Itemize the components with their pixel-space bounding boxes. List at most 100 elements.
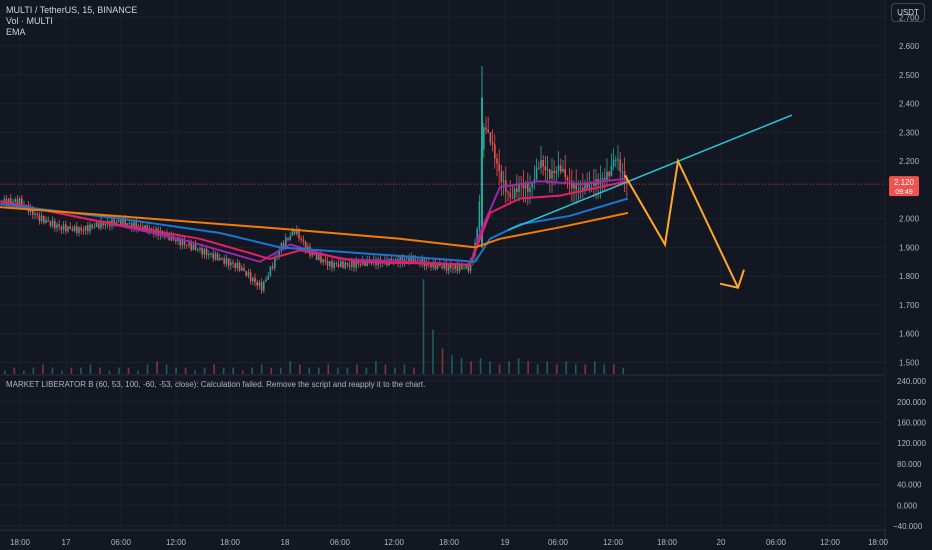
candle-body <box>269 266 272 276</box>
candle-body <box>441 266 443 269</box>
candle-body <box>551 170 553 179</box>
candle-body <box>351 261 353 267</box>
candle-body <box>260 282 263 291</box>
candle-body <box>364 259 366 266</box>
candle-body <box>564 168 566 178</box>
candle-body <box>126 223 129 226</box>
volume-bar <box>384 364 387 374</box>
candle-body <box>249 272 252 281</box>
candle-body <box>410 255 412 262</box>
projection-path <box>624 157 739 289</box>
candle-body <box>56 224 58 229</box>
candle-body <box>324 259 327 262</box>
candle-body <box>610 166 613 177</box>
candle-body <box>302 239 305 242</box>
volume-bar <box>508 361 510 374</box>
candle-body <box>76 226 78 234</box>
candle-body <box>417 259 419 261</box>
volume-bar <box>546 361 548 374</box>
candle-body <box>434 261 437 269</box>
time-axis-label: 12:00 <box>603 538 624 547</box>
volume-bar <box>61 370 63 374</box>
time-axis-label: 18:00 <box>10 538 31 547</box>
currency-button[interactable]: USDT <box>891 3 925 22</box>
ema-legend[interactable]: EMA <box>6 27 26 37</box>
candle-body <box>298 229 300 239</box>
candle-body <box>518 183 520 192</box>
price-axis-label: 1.500 <box>899 358 920 367</box>
candle-body <box>454 264 456 269</box>
candle-body <box>23 204 25 206</box>
volume-bar <box>346 367 349 374</box>
volume-bar <box>156 361 158 374</box>
candle-body <box>577 188 580 190</box>
candle-body <box>203 248 206 255</box>
bar-countdown: 09:49 <box>895 189 913 196</box>
ema-line <box>0 197 629 263</box>
candle-body <box>7 198 10 205</box>
candle-body <box>192 244 195 250</box>
candle-body <box>73 226 76 231</box>
volume-bar <box>13 367 16 374</box>
candle-body <box>612 159 615 167</box>
candle-body <box>579 187 582 189</box>
candle-body <box>461 264 463 269</box>
candle-body <box>401 256 404 263</box>
candle-body <box>271 266 274 268</box>
candle-body <box>452 268 454 270</box>
candle-body <box>16 199 19 205</box>
candle-body <box>414 259 417 263</box>
candle-body <box>489 132 492 143</box>
candle-body <box>500 171 503 182</box>
candle-body <box>535 167 538 180</box>
candle-body <box>522 184 525 189</box>
candle-body <box>104 223 107 226</box>
candle-body <box>87 225 89 232</box>
candle-body <box>183 239 186 245</box>
candle-body <box>247 272 250 276</box>
candle-body <box>14 199 16 202</box>
time-axis-label: 18:00 <box>657 538 678 547</box>
candle-body <box>265 279 267 282</box>
candle-body <box>549 169 551 179</box>
candle-body <box>340 261 342 267</box>
candle-body <box>150 228 153 231</box>
candle-body <box>456 264 459 272</box>
candle-body <box>258 282 261 286</box>
candle-body <box>135 222 137 229</box>
osc-axis-label: −40.000 <box>893 522 923 531</box>
volume-bar <box>612 364 615 374</box>
candle-body <box>120 219 122 225</box>
time-axis-label: 06:00 <box>111 538 132 547</box>
candle-body <box>329 261 331 266</box>
candle-body <box>216 253 219 261</box>
candle-body <box>439 263 441 267</box>
volume-bar <box>584 364 587 374</box>
candle-body <box>344 262 346 268</box>
candle-body <box>544 166 547 171</box>
candle-body <box>131 222 133 228</box>
projection-arrowhead <box>719 269 745 289</box>
candle-body <box>496 158 498 164</box>
candle-body <box>478 201 481 230</box>
time-axis-label: 12:00 <box>820 538 841 547</box>
volume-legend[interactable]: Vol · MULTI <box>6 16 53 26</box>
candle-body <box>395 259 397 262</box>
candle-body <box>408 258 410 262</box>
candle-body <box>617 159 619 161</box>
volume-bar <box>222 367 225 374</box>
ema-line <box>0 206 629 249</box>
volume-bar <box>327 364 330 374</box>
candle-body <box>18 198 21 205</box>
candle-body <box>318 254 320 260</box>
candle-body <box>502 180 505 182</box>
volume-bar <box>175 367 177 374</box>
candle-body <box>122 218 124 225</box>
candle-body <box>282 243 285 247</box>
candle-body <box>84 225 87 231</box>
volume-bar <box>318 367 320 374</box>
candle-body <box>71 228 74 231</box>
osc-axis-label: 80.000 <box>897 460 922 469</box>
